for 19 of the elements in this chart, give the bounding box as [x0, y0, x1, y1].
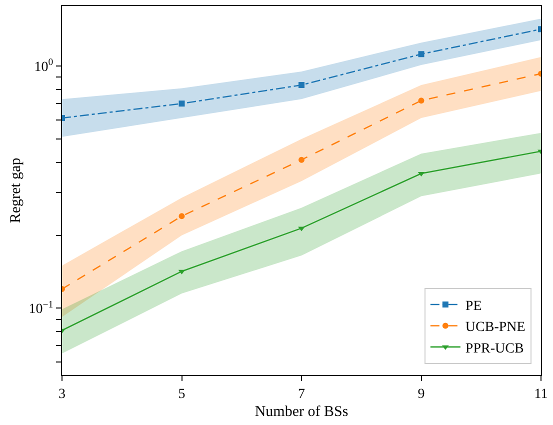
- point: [178, 213, 185, 220]
- x-tick-label: 5: [178, 386, 186, 402]
- y-tick-label: 10$^{0}$: [34, 57, 54, 75]
- point: [418, 51, 424, 58]
- x-axis-title: Number of BSs: [254, 404, 348, 420]
- x-tick-label: 11: [534, 386, 548, 402]
- y-axis-title: Regret gap: [8, 158, 24, 224]
- x-tick-label: 7: [298, 386, 305, 402]
- point: [298, 156, 304, 163]
- point: [298, 82, 304, 88]
- point: [418, 98, 424, 104]
- legend-label: UCB-PNE: [465, 320, 526, 336]
- legend-label: PE: [465, 298, 482, 314]
- legend-label: PPR-UCB: [465, 341, 524, 356]
- x-tick-label: 3: [58, 386, 66, 402]
- x-tick-label: 9: [418, 386, 425, 402]
- point: [178, 100, 185, 107]
- y-tick-label: 10$^{−1}$: [28, 299, 54, 318]
- point: [298, 226, 305, 232]
